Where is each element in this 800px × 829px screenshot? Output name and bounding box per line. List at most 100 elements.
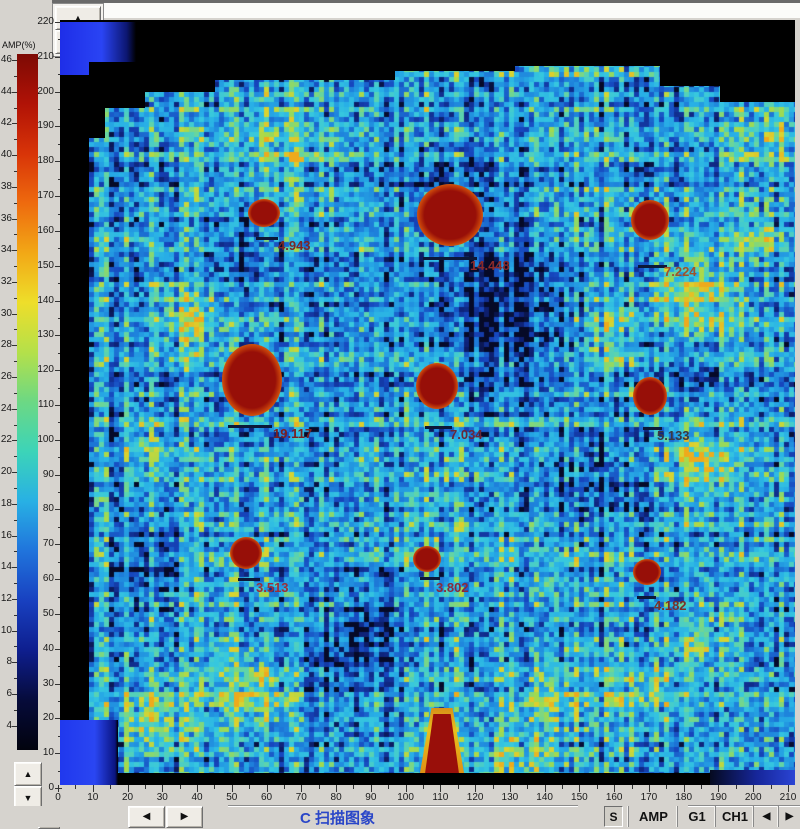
h-ruler-tick <box>336 785 338 792</box>
h-ruler-minor-tick <box>527 785 529 789</box>
v-ruler-label: 160 <box>37 224 54 236</box>
h-ruler-label: 80 <box>330 792 342 803</box>
v-ruler-tick <box>55 753 62 755</box>
h-ruler-label: 70 <box>295 792 307 803</box>
amp-scale-label: 26 <box>0 371 12 382</box>
measurement-label: 7.034 <box>450 427 483 442</box>
amp-scale-minor-tick <box>14 75 17 77</box>
h-ruler-tick <box>266 785 268 792</box>
h-ruler-tick <box>162 785 164 792</box>
amp-scale-label: 30 <box>0 307 12 319</box>
v-ruler-label: 200 <box>37 85 54 97</box>
h-ruler-tick <box>544 785 546 792</box>
amp-scale-minor-tick <box>14 170 17 172</box>
amp-scale-minor-tick <box>14 361 17 363</box>
v-ruler-tick <box>55 648 62 650</box>
scroll-left-button[interactable]: ◀ <box>128 806 165 828</box>
channel-next-button[interactable]: ▶ <box>778 806 800 827</box>
status-divider <box>228 805 578 807</box>
h-ruler-minor-tick <box>631 785 633 789</box>
s-toggle-button[interactable]: S <box>604 806 623 827</box>
scan-black-step <box>720 62 795 102</box>
scan-black-step <box>145 62 215 92</box>
h-ruler-label: 30 <box>156 792 168 803</box>
h-ruler-minor-tick <box>214 785 216 789</box>
pan-up-button[interactable]: ▲ <box>14 762 42 786</box>
scan-black-step <box>215 62 395 80</box>
h-ruler-label: 120 <box>466 792 484 803</box>
c-scan-heatmap <box>89 62 795 773</box>
h-ruler-tick <box>579 785 581 792</box>
right-arrow-icon: ▶ <box>180 811 189 822</box>
amp-scale-tick <box>12 60 17 61</box>
h-ruler-label: 100 <box>397 792 414 803</box>
v-ruler-label: 20 <box>42 712 54 724</box>
amp-scale-label: 12 <box>0 592 12 604</box>
h-ruler-label: 130 <box>501 792 519 803</box>
v-ruler-tick <box>55 22 62 23</box>
h-ruler-tick <box>648 785 650 792</box>
amp-scale-label: 44 <box>0 85 12 97</box>
scan-view[interactable]: 4.943 14.448 7.224 19.117 7.034 5.133 3.513 3.8… <box>60 20 795 785</box>
h-ruler-tick <box>683 785 685 792</box>
amp-scale-minor-tick <box>14 266 17 267</box>
status-field-gate[interactable]: G1 <box>677 806 716 827</box>
status-divider <box>688 805 800 807</box>
v-ruler-label: 190 <box>37 120 54 132</box>
h-ruler-tick <box>92 785 94 792</box>
vertical-ruler: 220 210 200 190 180 170 160 150 140 130 120 110 100 9… <box>0 0 64 800</box>
v-ruler-tick <box>55 126 62 128</box>
v-ruler-label: 80 <box>42 503 54 515</box>
h-ruler-tick <box>475 785 477 792</box>
v-ruler-tick <box>55 718 62 720</box>
v-ruler-label: 130 <box>37 329 54 341</box>
amp-scale-tick <box>12 440 17 442</box>
scan-edge-patch <box>710 770 795 785</box>
h-ruler-minor-tick <box>179 785 181 789</box>
amp-scale-tick <box>12 313 17 315</box>
up-arrow-icon: ▲ <box>23 768 33 779</box>
amp-scale-tick <box>12 535 17 537</box>
h-ruler-label: 210 <box>779 792 797 803</box>
v-ruler-tick <box>55 56 62 58</box>
measurement-label: 5.133 <box>657 428 690 443</box>
amp-colorbar <box>17 54 38 750</box>
v-ruler-tick <box>55 300 62 302</box>
amp-scale-label: 38 <box>0 180 12 192</box>
amp-scale-tick <box>12 250 17 252</box>
channel-prev-button[interactable]: ◀ <box>753 806 779 827</box>
amp-scale-minor-tick <box>14 139 17 141</box>
v-ruler-tick <box>55 91 62 93</box>
amp-scale-tick <box>12 694 17 695</box>
amp-scale-minor-tick <box>14 614 17 616</box>
status-field-channel[interactable]: CH1 <box>715 806 754 827</box>
h-ruler-tick <box>127 785 129 792</box>
h-ruler-minor-tick <box>735 785 737 789</box>
status-field-amp[interactable]: AMP <box>628 806 678 827</box>
measurement-line <box>238 578 260 581</box>
v-ruler-tick <box>55 439 62 441</box>
amp-scale-tick <box>12 155 17 157</box>
h-ruler-label: 160 <box>605 792 623 803</box>
view-title: C 扫描图象 <box>300 810 376 827</box>
amp-scale-ticks: 46 44 42 40 38 36 34 32 30 28 26 24 22 20 18 16 14 12 10 8 6… <box>0 0 60 800</box>
measurement-line <box>423 257 477 260</box>
defect-blob <box>633 377 667 415</box>
v-ruler-tick <box>55 265 62 267</box>
measurement-label: 4.182 <box>654 598 687 613</box>
amp-scale-tick <box>12 186 17 188</box>
amp-scale-label: 40 <box>0 149 12 161</box>
h-ruler-tick <box>231 785 233 792</box>
h-ruler-label: 0 <box>55 792 61 803</box>
h-ruler-tick <box>440 785 442 792</box>
amp-scale-label: 20 <box>0 466 12 478</box>
scroll-right-button[interactable]: ▶ <box>166 806 203 828</box>
scan-black-step <box>89 62 105 138</box>
amp-scale-tick <box>12 630 17 632</box>
scan-bottom-border <box>60 773 795 785</box>
v-ruler-tick <box>55 335 62 337</box>
measurement-line <box>228 425 272 428</box>
h-ruler-label: 190 <box>710 792 727 803</box>
up-arrow-icon: ▲ <box>73 12 83 23</box>
defect-blob <box>633 559 661 585</box>
